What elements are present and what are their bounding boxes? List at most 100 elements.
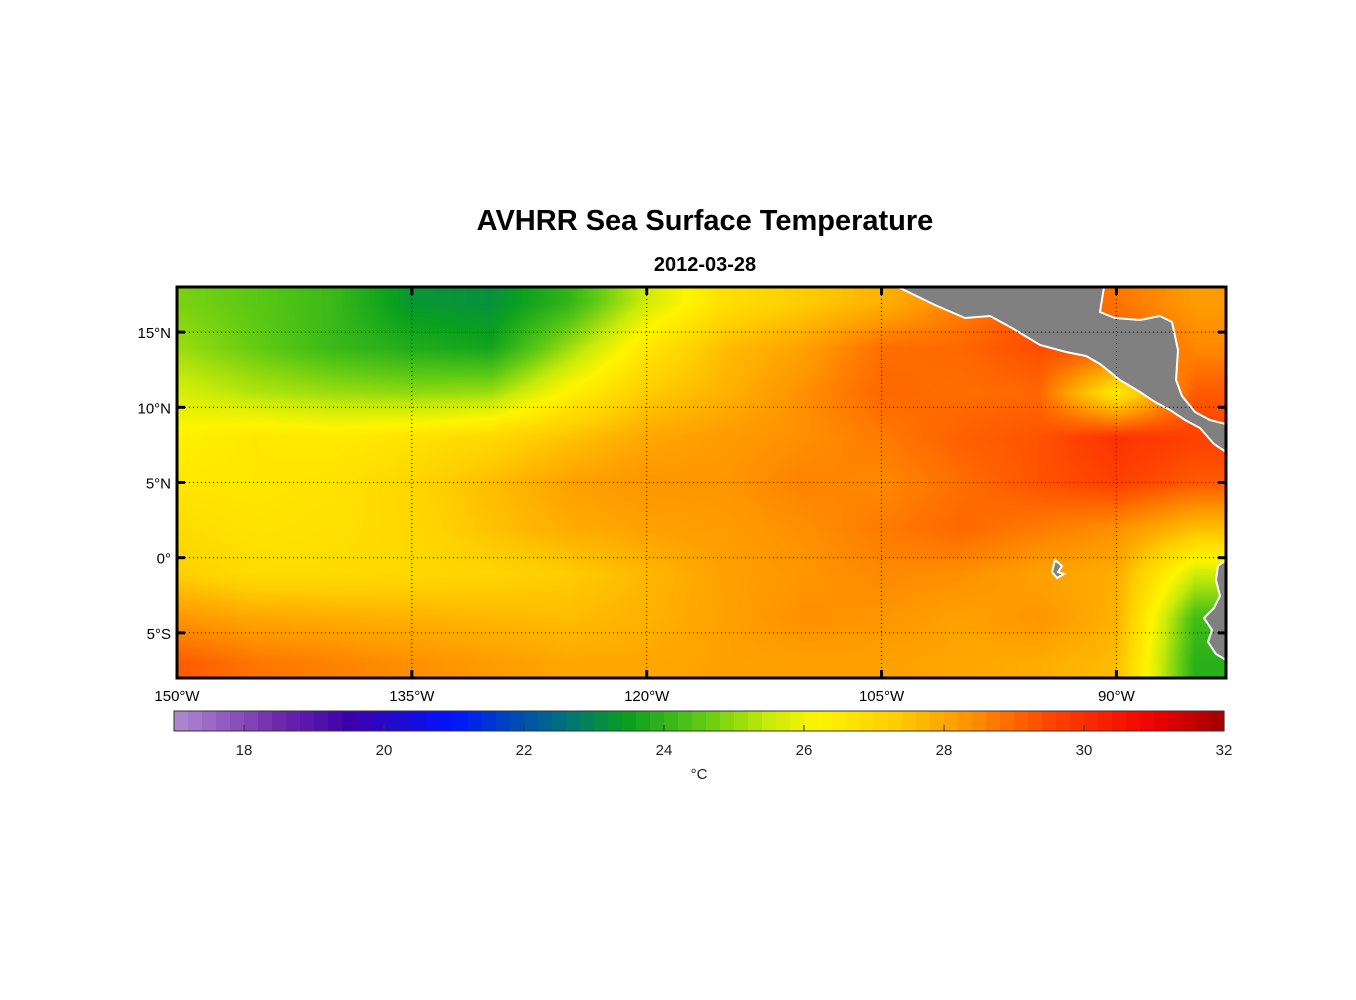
colorbar-swatch [832,711,847,731]
colorbar-swatch [230,711,245,731]
colorbar-swatch [538,711,553,731]
colorbar-swatch [398,711,413,731]
colorbar-swatch [496,711,511,731]
x-tick-label: 90°W [1098,688,1136,705]
colorbar-swatch [650,711,665,731]
x-tick-label: 150°W [154,688,200,705]
colorbar-swatch [1014,711,1029,731]
colorbar-tick-label: 22 [516,742,533,759]
colorbar-swatch [174,711,189,731]
colorbar-swatch [804,711,819,731]
colorbar-swatch [790,711,805,731]
colorbar-swatch [972,711,987,731]
colorbar-swatch [384,711,399,731]
colorbar-swatch [1112,711,1127,731]
y-axis: 15°N 10°N 5°N 0° 5°S [137,325,1226,643]
colorbar-swatch [370,711,385,731]
colorbar-swatch [678,711,693,731]
colorbar-swatch [818,711,833,731]
colorbar-swatch [272,711,287,731]
colorbar-swatch [1168,711,1183,731]
colorbar-swatch [1000,711,1015,731]
colorbar-swatch [902,711,917,731]
colorbar-swatch [454,711,469,731]
colorbar-swatch [286,711,301,731]
colorbar-swatch [580,711,595,731]
colorbar-tick-label: 26 [796,742,813,759]
colorbar-swatch [1084,711,1099,731]
colorbar-swatch [1196,711,1211,731]
colorbar-swatch [552,711,567,731]
colorbar-swatch [412,711,427,731]
colorbar-tick-label: 20 [376,742,393,759]
colorbar-swatch [860,711,875,731]
colorbar-swatch [664,711,679,731]
colorbar-swatch [1042,711,1057,731]
colorbar-swatch [258,711,273,731]
colorbar-swatch [706,711,721,731]
colorbar-swatch [244,711,259,731]
colorbar-tick-label: 28 [936,742,953,759]
colorbar: 18 20 22 24 26 28 30 32 °C [173,710,1233,783]
x-tick-label: 105°W [859,688,905,705]
colorbar-swatch [916,711,931,731]
colorbar-swatch [328,711,343,731]
x-tick-label: 135°W [389,688,435,705]
colorbar-swatch [762,711,777,731]
gridlines [177,287,1226,678]
y-tick-label: 0° [157,551,171,568]
y-tick-label: 10°N [137,400,171,417]
y-tick-label: 15°N [137,325,171,342]
y-tick-label: 5°N [146,476,171,493]
colorbar-frame [173,710,1225,732]
colorbar-swatch [776,711,791,731]
land-central-america [897,287,1226,454]
colorbar-swatch [202,711,217,731]
colorbar-swatch [314,711,329,731]
colorbar-swatch [510,711,525,731]
colorbar-swatch [566,711,581,731]
colorbar-tick-label: 24 [656,742,673,759]
colorbar-swatch [636,711,651,731]
colorbar-swatch [622,711,637,731]
colorbar-swatch [440,711,455,731]
colorbar-swatch [888,711,903,731]
colorbar-swatch [958,711,973,731]
colorbar-swatch [1098,711,1113,731]
chart-subtitle: 2012-03-28 [653,254,757,276]
chart-title: AVHRR Sea Surface Temperature [476,205,934,237]
colorbar-tick-label: 30 [1076,742,1093,759]
colorbar-swatch [426,711,441,731]
colorbar-swatch [748,711,763,731]
colorbar-swatch [1028,711,1043,731]
colorbar-swatch [300,711,315,731]
colorbar-swatch [944,711,959,731]
landmasses [897,287,1226,662]
colorbar-swatch [356,711,371,731]
colorbar-swatch [1140,711,1155,731]
colorbar-swatch [692,711,707,731]
colorbar-swatch [1056,711,1071,731]
colorbar-swatch [524,711,539,731]
y-tick-label: 5°S [147,626,171,643]
colorbar-swatch [594,711,609,731]
x-axis: 150°W 135°W 120°W 105°W 90°W [154,287,1136,705]
colorbar-tick-label: 32 [1216,742,1233,759]
colorbar-tick-label: 18 [236,742,253,759]
colorbar-swatch [1126,711,1141,731]
colorbar-swatch [986,711,1001,731]
colorbar-swatch [846,711,861,731]
colorbar-swatch [1210,711,1225,731]
colorbar-swatch [482,711,497,731]
colorbar-swatch [1070,711,1085,731]
colorbar-swatch [188,711,203,731]
colorbar-swatch [1182,711,1197,731]
colorbar-swatch [342,711,357,731]
x-tick-label: 120°W [624,688,670,705]
colorbar-swatch [734,711,749,731]
colorbar-swatch [216,711,231,731]
colorbar-swatch [720,711,735,731]
colorbar-swatch [468,711,483,731]
colorbar-swatch [1154,711,1169,731]
